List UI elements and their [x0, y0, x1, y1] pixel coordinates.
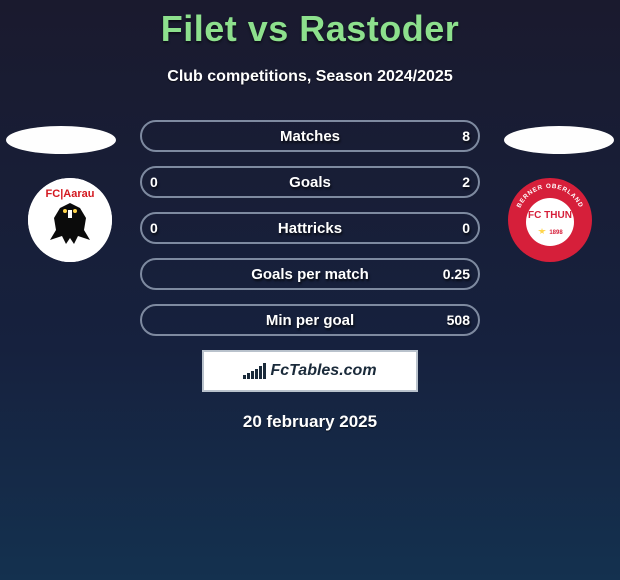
- stat-label: Goals: [289, 174, 331, 191]
- thun-badge-svg: BERNER OBERLAND FC THUN 1898: [508, 178, 592, 262]
- stat-row: 0 Hattricks 0: [140, 212, 480, 244]
- stat-row: Min per goal 508: [140, 304, 480, 336]
- right-team-logo: BERNER OBERLAND FC THUN 1898: [500, 170, 600, 270]
- stat-label: Goals per match: [251, 266, 369, 283]
- stat-label: Hattricks: [278, 220, 342, 237]
- left-ellipse: [6, 126, 116, 154]
- aarau-text: FC|Aarau: [46, 188, 95, 200]
- stat-right-value: 2: [462, 174, 470, 190]
- stat-row: Goals per match 0.25: [140, 258, 480, 290]
- fctables-text: FcTables.com: [270, 362, 376, 380]
- stat-row: Matches 8: [140, 120, 480, 152]
- stat-right-value: 508: [447, 312, 470, 328]
- left-team-logo: FC|Aarau: [20, 170, 120, 270]
- thun-inner-text: FC THUN: [528, 210, 572, 221]
- thun-badge: BERNER OBERLAND FC THUN 1898: [508, 178, 592, 262]
- stat-label: Matches: [280, 128, 340, 145]
- stat-row: 0 Goals 2: [140, 166, 480, 198]
- stat-left-value: 0: [150, 220, 158, 236]
- comparison-card: Filet vs Rastoder Club competitions, Sea…: [0, 0, 620, 580]
- stats-block: Matches 8 0 Goals 2 0 Hattricks 0 Goals …: [140, 120, 480, 432]
- aarau-badge-svg: FC|Aarau: [28, 178, 112, 262]
- card-title: Filet vs Rastoder: [0, 8, 620, 50]
- stat-label: Min per goal: [266, 312, 354, 329]
- thun-year: 1898: [549, 230, 563, 236]
- card-subtitle: Club competitions, Season 2024/2025: [0, 68, 620, 86]
- bar-chart-icon: [243, 363, 266, 379]
- aarau-badge: FC|Aarau: [28, 178, 112, 262]
- stat-right-value: 8: [462, 128, 470, 144]
- stat-right-value: 0.25: [443, 266, 470, 282]
- date-text: 20 february 2025: [140, 412, 480, 432]
- right-ellipse: [504, 126, 614, 154]
- stat-left-value: 0: [150, 174, 158, 190]
- stat-right-value: 0: [462, 220, 470, 236]
- fctables-watermark: FcTables.com: [202, 350, 418, 392]
